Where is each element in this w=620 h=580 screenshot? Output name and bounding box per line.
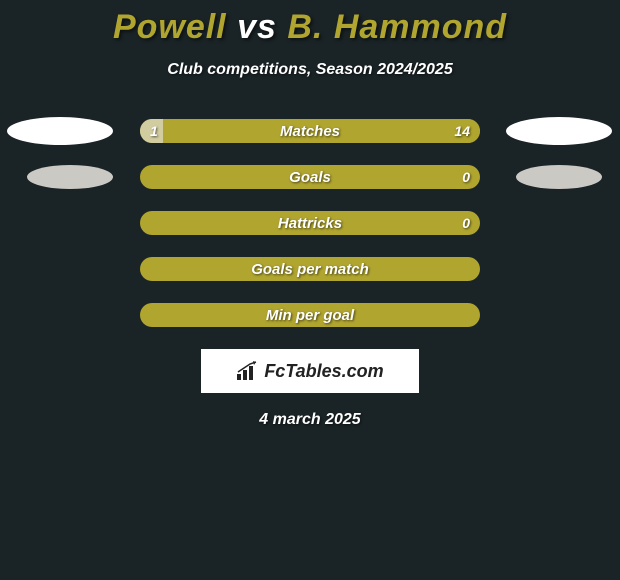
- stat-row: Hattricks0: [0, 211, 620, 235]
- player1-name: Powell: [113, 8, 227, 46]
- player2-name: B. Hammond: [287, 8, 507, 46]
- vs-text: vs: [237, 8, 277, 46]
- stats-container: Matches114Goals0Hattricks0Goals per matc…: [0, 119, 620, 327]
- right-ellipse: [516, 165, 602, 189]
- stat-value-right: 14: [454, 119, 470, 143]
- brand-text: FcTables.com: [264, 361, 383, 382]
- stat-label: Goals: [140, 165, 480, 189]
- date-text: 4 march 2025: [0, 411, 620, 429]
- stat-value-right: 0: [462, 165, 470, 189]
- brand-badge: FcTables.com: [201, 349, 419, 393]
- brand-inner: FcTables.com: [236, 361, 383, 382]
- subtitle-text: Club competitions, Season 2024/2025: [0, 61, 620, 79]
- chart-icon: [236, 361, 260, 381]
- stat-row: Min per goal: [0, 303, 620, 327]
- comparison-title: Powell vs B. Hammond: [0, 0, 620, 47]
- stat-row: Goals0: [0, 165, 620, 189]
- stat-bar: Hattricks0: [140, 211, 480, 235]
- stat-bar: Matches1 14: [140, 119, 480, 143]
- stat-bar: Min per goal: [140, 303, 480, 327]
- stat-label: Matches: [140, 119, 480, 143]
- stat-row: Goals per match: [0, 257, 620, 281]
- right-ellipse: [506, 117, 612, 145]
- stat-label: Goals per match: [140, 257, 480, 281]
- stat-bar: Goals0: [140, 165, 480, 189]
- left-ellipse: [27, 165, 113, 189]
- left-ellipse: [7, 117, 113, 145]
- stat-value-right: 0: [462, 211, 470, 235]
- stat-label: Min per goal: [140, 303, 480, 327]
- stat-bar: Goals per match: [140, 257, 480, 281]
- stat-row: Matches1 14: [0, 119, 620, 143]
- stat-value-left: 1: [150, 119, 158, 143]
- stat-label: Hattricks: [140, 211, 480, 235]
